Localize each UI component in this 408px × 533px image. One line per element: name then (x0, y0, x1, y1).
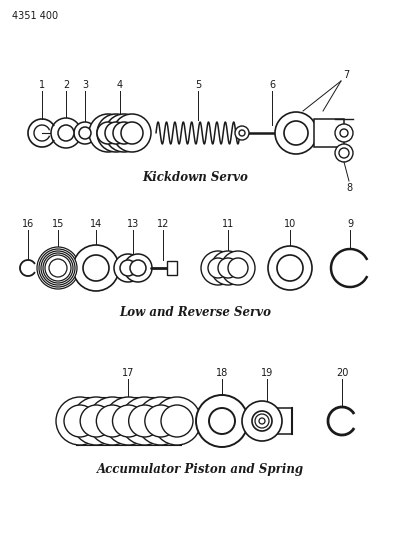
Circle shape (239, 130, 245, 136)
Bar (262, 408, 292, 434)
Text: 20: 20 (336, 368, 348, 378)
Circle shape (113, 114, 151, 152)
Circle shape (120, 260, 136, 276)
Text: 12: 12 (157, 219, 169, 229)
Circle shape (196, 395, 248, 447)
Circle shape (39, 249, 77, 287)
Text: 13: 13 (127, 219, 139, 229)
Circle shape (209, 408, 235, 434)
Circle shape (284, 121, 308, 145)
Circle shape (339, 148, 349, 158)
Circle shape (47, 257, 69, 279)
Text: 17: 17 (122, 368, 134, 378)
Circle shape (56, 397, 104, 445)
Circle shape (242, 401, 282, 441)
Text: 4351 400: 4351 400 (12, 11, 58, 21)
Text: 1: 1 (39, 80, 45, 90)
Text: 18: 18 (216, 368, 228, 378)
Circle shape (43, 253, 73, 283)
Circle shape (45, 255, 71, 281)
Circle shape (275, 112, 317, 154)
Circle shape (41, 251, 75, 285)
Text: Kickdown Servo: Kickdown Servo (142, 171, 248, 184)
Circle shape (83, 255, 109, 281)
Text: 5: 5 (195, 80, 201, 90)
Circle shape (235, 126, 249, 140)
Circle shape (74, 122, 96, 144)
Circle shape (105, 114, 143, 152)
Circle shape (113, 405, 144, 437)
Circle shape (201, 251, 235, 285)
Circle shape (43, 253, 73, 283)
Circle shape (73, 245, 119, 291)
Text: 19: 19 (261, 368, 273, 378)
Circle shape (161, 405, 193, 437)
Circle shape (340, 129, 348, 137)
Text: 7: 7 (343, 70, 349, 80)
Circle shape (277, 255, 303, 281)
Circle shape (145, 405, 177, 437)
Circle shape (89, 397, 136, 445)
Circle shape (208, 258, 228, 278)
Circle shape (105, 122, 127, 144)
Circle shape (153, 397, 201, 445)
Text: 16: 16 (22, 219, 34, 229)
Circle shape (252, 411, 272, 431)
Circle shape (97, 122, 119, 144)
Text: 2: 2 (63, 80, 69, 90)
Text: 14: 14 (90, 219, 102, 229)
Circle shape (79, 127, 91, 139)
Circle shape (41, 251, 75, 285)
Circle shape (211, 251, 245, 285)
Circle shape (259, 418, 265, 424)
Text: Accumulator Piston and Spring: Accumulator Piston and Spring (96, 463, 304, 476)
Circle shape (130, 260, 146, 276)
Text: 8: 8 (346, 183, 352, 193)
Circle shape (124, 254, 152, 282)
Circle shape (255, 414, 269, 428)
Circle shape (121, 122, 143, 144)
Text: 15: 15 (52, 219, 64, 229)
Circle shape (113, 122, 135, 144)
Text: 3: 3 (82, 80, 88, 90)
Circle shape (49, 259, 67, 277)
Circle shape (335, 144, 353, 162)
Circle shape (58, 125, 74, 141)
Circle shape (89, 114, 127, 152)
Text: 10: 10 (284, 219, 296, 229)
Circle shape (104, 397, 153, 445)
Circle shape (137, 397, 185, 445)
Circle shape (72, 397, 120, 445)
Text: 9: 9 (347, 219, 353, 229)
Bar (167, 261, 177, 275)
Circle shape (218, 258, 238, 278)
Circle shape (80, 405, 112, 437)
Circle shape (129, 405, 161, 437)
Circle shape (51, 118, 81, 148)
Circle shape (335, 124, 353, 142)
Circle shape (97, 114, 135, 152)
Circle shape (114, 254, 142, 282)
Text: Low and Reverse Servo: Low and Reverse Servo (119, 306, 271, 319)
Bar (314, 119, 344, 147)
Circle shape (268, 246, 312, 290)
Circle shape (37, 247, 79, 289)
Text: 4: 4 (117, 80, 123, 90)
Circle shape (96, 405, 129, 437)
Circle shape (64, 405, 96, 437)
Circle shape (228, 258, 248, 278)
Circle shape (221, 251, 255, 285)
Text: 11: 11 (222, 219, 234, 229)
Circle shape (45, 255, 71, 281)
Text: 6: 6 (269, 80, 275, 90)
Circle shape (121, 397, 169, 445)
